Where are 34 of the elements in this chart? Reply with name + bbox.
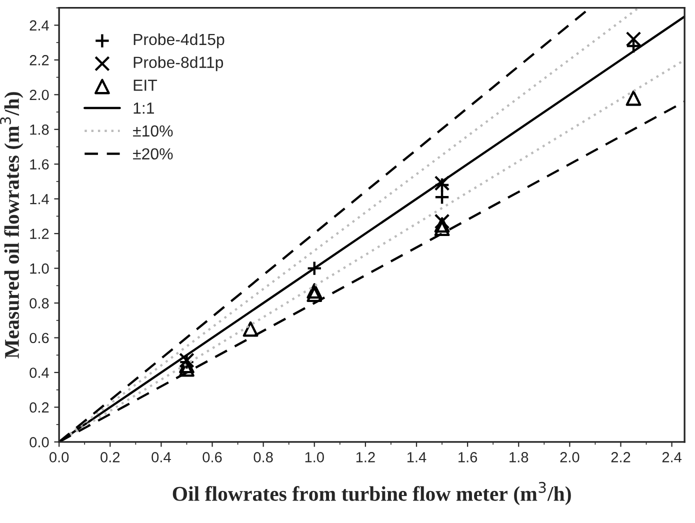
- x-tick-label: 0.0: [50, 452, 69, 462]
- x-tick-label: 2.0: [560, 452, 580, 462]
- x-tick-label: 0.8: [254, 452, 273, 462]
- y-axis-title: Measured oil flowrates (m$^{3}$/h): [0, 92, 24, 358]
- x-tick-label: 1.8: [510, 452, 528, 462]
- y-tick-label: 1.2: [30, 228, 49, 239]
- x-tick-label: 0.2: [100, 452, 120, 462]
- y-tick-label: 2.0: [30, 90, 49, 100]
- legend-label: Probe-4d15p: [134, 33, 224, 48]
- y-tick-label: 0.4: [30, 368, 49, 378]
- x-tick-label: 0.6: [202, 452, 222, 462]
- y-tick-label: 0.2: [30, 402, 49, 413]
- x-tick-label: 0.4: [152, 452, 171, 462]
- x-tick-label: 1.2: [356, 452, 375, 462]
- legend-label: ±10%: [133, 125, 173, 137]
- x-tick-label: 1.4: [407, 452, 426, 462]
- x-tick-label: 2.4: [662, 452, 682, 462]
- legend-label: ±20%: [133, 148, 173, 160]
- y-tick-label: 1.4: [30, 194, 49, 204]
- y-tick-label: 0.0: [30, 437, 49, 448]
- y-tick-label: 2.4: [30, 20, 49, 30]
- y-tick-label: 0.8: [30, 298, 49, 308]
- y-tick-label: 1.0: [30, 263, 49, 274]
- x-tick-label: 1.6: [458, 452, 478, 462]
- x-tick-label: 1.0: [305, 452, 324, 462]
- y-tick-label: 0.6: [30, 332, 49, 344]
- legend-label: 1:1: [134, 102, 154, 114]
- x-axis-title: Oil flowrates from turbine flow meter (m$^{3}$/h): [172, 482, 571, 506]
- y-tick-label: 2.2: [30, 55, 49, 66]
- y-tick-label: 1.8: [30, 124, 49, 135]
- y-tick-label: 1.6: [30, 159, 49, 170]
- legend-label: Probe-8d11p: [134, 56, 224, 72]
- legend-label: EIT: [134, 80, 158, 91]
- x-tick-label: 2.2: [611, 452, 630, 462]
